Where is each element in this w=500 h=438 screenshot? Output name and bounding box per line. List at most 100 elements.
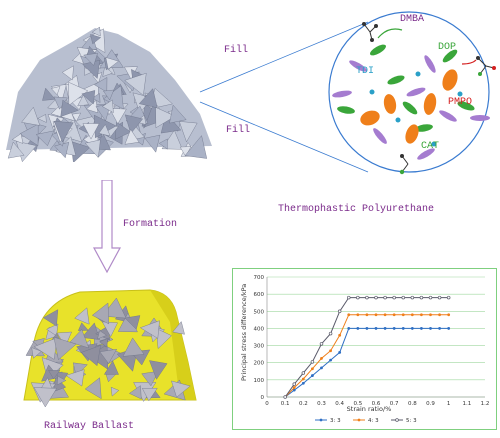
chart-y-tick-label: 100 xyxy=(254,378,265,384)
chart-point xyxy=(410,295,415,300)
aggregate-shard xyxy=(46,323,59,337)
aggregate-shard xyxy=(53,121,74,143)
chart-x-tick-label: 0 xyxy=(265,401,269,407)
aggregate-shard xyxy=(61,65,74,81)
chart-point xyxy=(374,313,378,317)
chart-point xyxy=(329,358,332,362)
aggregate-shard xyxy=(94,77,108,93)
aggregate-shard xyxy=(35,130,55,147)
aggregate-shard xyxy=(77,94,89,107)
chart-x-tick-label: 0.8 xyxy=(408,401,417,407)
aggregate-shard xyxy=(84,377,102,400)
chart-point xyxy=(347,327,351,330)
aggregate-shard xyxy=(84,139,101,158)
aggregate-shard xyxy=(98,124,111,137)
aggregate-shard xyxy=(82,123,100,140)
chart-x-tick-label: 0.1 xyxy=(281,401,290,407)
aggregate-shard xyxy=(71,112,82,122)
chart-point xyxy=(356,327,360,330)
chart-point xyxy=(429,313,432,317)
chart-x-tick-label: 0.4 xyxy=(335,401,344,407)
dop-label: DOP xyxy=(438,42,457,53)
dmba-label: DMBA xyxy=(400,14,425,25)
aggregate-shard xyxy=(37,114,47,123)
chart-point xyxy=(410,313,414,317)
aggregate-shard xyxy=(11,133,24,144)
chart-point xyxy=(310,360,315,364)
chart-point xyxy=(301,381,305,385)
chart-legend-label: 4: 3 xyxy=(368,418,379,424)
chart-point xyxy=(338,333,342,337)
aggregate-shard xyxy=(149,360,168,380)
aggregate-shard xyxy=(77,322,89,331)
chart-point xyxy=(337,309,342,314)
chart-point xyxy=(301,377,305,381)
chart-point xyxy=(319,342,324,346)
aggregate-shard xyxy=(33,387,57,407)
molecular-structure-circle xyxy=(328,11,496,175)
chart-legend-label: 3: 3 xyxy=(330,418,341,424)
aggregate-shard xyxy=(114,121,132,140)
aggregate-shard xyxy=(102,99,114,114)
aggregate-shard xyxy=(7,141,25,159)
chart-point xyxy=(301,371,306,375)
chart-point xyxy=(311,367,314,371)
aggregate-shard xyxy=(155,328,172,350)
chart-point xyxy=(365,295,369,300)
chart-point xyxy=(374,327,378,330)
chart-grid xyxy=(267,276,485,398)
chart-point xyxy=(438,313,441,317)
chart-point xyxy=(347,313,351,317)
chart-x-tick-label: 0.3 xyxy=(317,401,326,407)
chart-point xyxy=(329,349,332,353)
chart-point xyxy=(438,327,441,330)
chart-x-tick-label: 1.1 xyxy=(462,401,471,407)
chart-x-axis-label: Strain ratio/% xyxy=(347,405,392,413)
aggregate-shards xyxy=(7,26,208,162)
aggregate-shard xyxy=(144,134,161,153)
aggregate-shard xyxy=(103,360,119,375)
chart-point xyxy=(328,331,333,336)
chart-point xyxy=(437,295,442,300)
aggregate-shard xyxy=(65,369,85,387)
chart-point xyxy=(383,327,387,330)
chart-legend-label: 5: 3 xyxy=(406,418,417,424)
aggregate-shard xyxy=(172,321,185,335)
chart-x-tick-label: 0.6 xyxy=(372,401,381,407)
chart-point xyxy=(292,386,296,389)
aggregate-shard xyxy=(105,57,119,70)
railway-ballast-image xyxy=(23,289,197,407)
chart-x-tick-label: 1 xyxy=(447,401,451,407)
chart-point xyxy=(419,295,424,300)
chart-point xyxy=(346,295,351,300)
chart-legend-marker xyxy=(357,418,361,422)
fill-label-bottom: Fill xyxy=(226,125,251,136)
chart-y-tick-label: 700 xyxy=(254,275,265,281)
chart-point xyxy=(429,327,432,330)
aggregate-shard xyxy=(90,34,102,45)
fill-label-top: Fill xyxy=(224,45,249,56)
chart-point xyxy=(446,295,451,300)
chart-point xyxy=(320,366,323,370)
chart-point xyxy=(447,327,451,330)
chart-x-tick-label: 0.2 xyxy=(299,401,308,407)
chart-point xyxy=(365,313,369,317)
chart-series-line xyxy=(284,297,449,398)
aggregate-pile-image xyxy=(6,26,212,162)
formation-label: Formation xyxy=(123,219,178,230)
chart-point xyxy=(428,295,433,300)
ballast-shards xyxy=(25,297,191,407)
chart-legend-marker xyxy=(395,418,399,422)
chart-axes: 0 100 200 300 400 500 600 700 0 0.1 0.2 0.3 0.4 0.5 0.… xyxy=(254,275,490,407)
formation-arrow xyxy=(92,180,122,274)
chart-point xyxy=(392,295,396,300)
chart-x-tick-label: 0.5 xyxy=(353,401,362,407)
chart-point xyxy=(401,327,405,330)
aggregate-shard xyxy=(60,99,79,117)
chart-y-tick-label: 0 xyxy=(261,395,265,401)
aggregate-shard xyxy=(43,309,59,327)
chart-point xyxy=(392,313,396,317)
chart-x-tick-label: 1.2 xyxy=(481,401,490,407)
chart-x-tick-label: 0.9 xyxy=(426,401,435,407)
